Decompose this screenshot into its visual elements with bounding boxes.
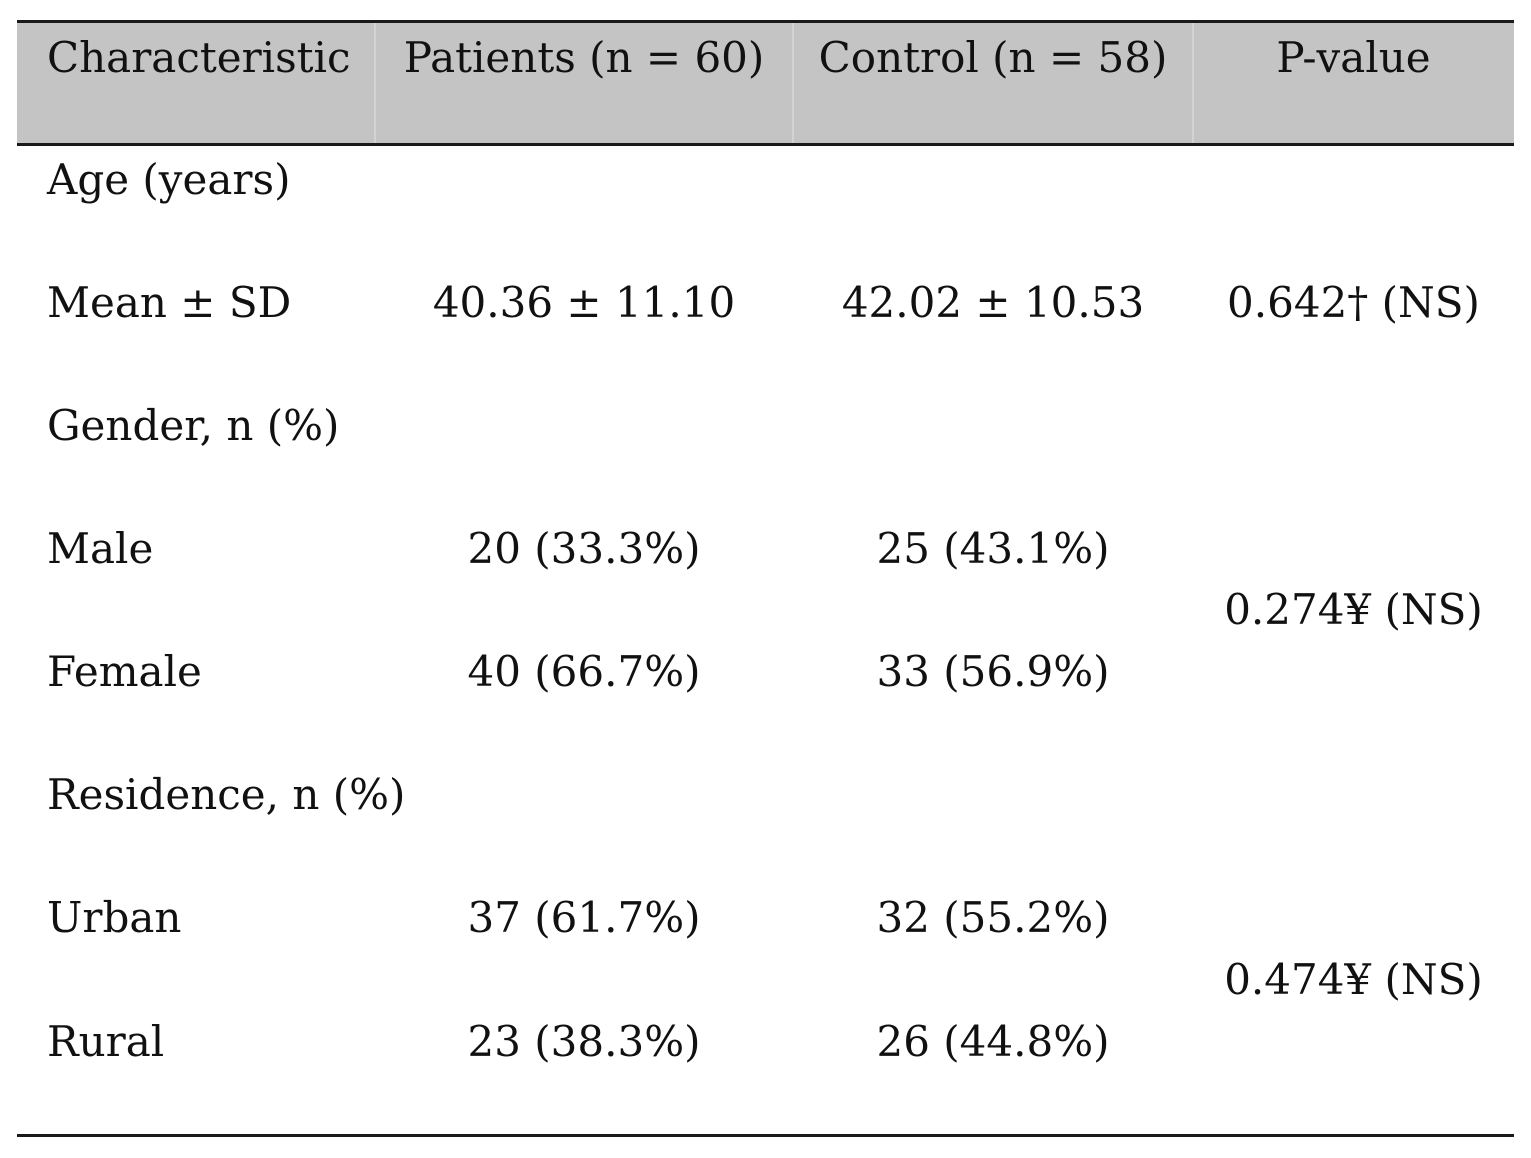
p-value-gender: 0.274¥ (NS) — [1224, 585, 1483, 634]
p-value-residence: 0.474¥ (NS) — [1224, 955, 1483, 1004]
table-bottom-rule — [17, 1134, 1514, 1137]
table-header: Characteristic Patients (n = 60) Control… — [17, 20, 1514, 146]
row-label-rural: Rural — [47, 1017, 165, 1066]
cell-patients-mean-sd: 40.36 ± 11.10 — [432, 278, 736, 327]
cell-patients-rural: 23 (38.3%) — [467, 1017, 701, 1066]
row-label-urban: Urban — [47, 893, 182, 942]
header-characteristic: Characteristic — [47, 33, 351, 82]
cell-control-urban: 32 (55.2%) — [876, 893, 1110, 942]
section-label-residence: Residence, n (%) — [47, 770, 406, 819]
cell-control-rural: 26 (44.8%) — [876, 1017, 1110, 1066]
row-label-female: Female — [47, 647, 202, 696]
cell-patients-urban: 37 (61.7%) — [467, 893, 701, 942]
section-label-gender: Gender, n (%) — [47, 401, 340, 450]
header-patients: Patients (n = 60) — [403, 33, 765, 82]
section-label-age: Age (years) — [47, 155, 291, 204]
header-control: Control (n = 58) — [818, 33, 1168, 82]
p-value-age: 0.642† (NS) — [1227, 278, 1480, 327]
header-divider — [1192, 23, 1194, 143]
row-label-male: Male — [47, 524, 154, 573]
cell-patients-male: 20 (33.3%) — [467, 524, 701, 573]
row-label-mean-sd: Mean ± SD — [47, 278, 292, 327]
header-divider — [792, 23, 794, 143]
cell-control-female: 33 (56.9%) — [876, 647, 1110, 696]
cell-control-mean-sd: 42.02 ± 10.53 — [841, 278, 1145, 327]
header-divider — [374, 23, 376, 143]
header-p-value: P-value — [1276, 33, 1431, 82]
cell-patients-female: 40 (66.7%) — [467, 647, 701, 696]
characteristics-table: Characteristic Patients (n = 60) Control… — [17, 20, 1514, 1138]
cell-control-male: 25 (43.1%) — [876, 524, 1110, 573]
